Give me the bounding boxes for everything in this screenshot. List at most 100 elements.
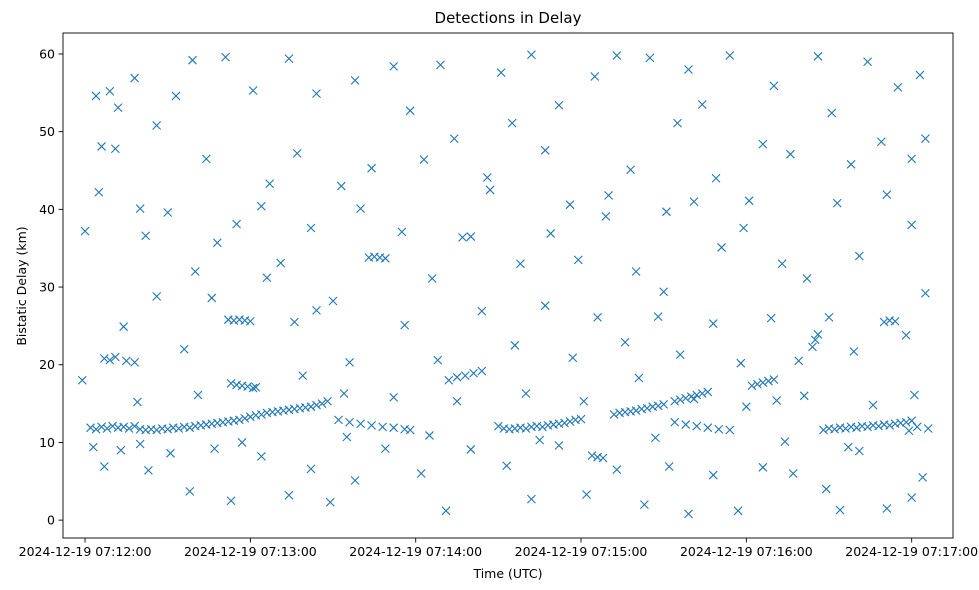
marks-layer (77, 50, 933, 519)
data-point (105, 86, 115, 96)
data-point (852, 423, 861, 433)
data-point (788, 469, 798, 478)
data-point (171, 91, 181, 101)
data-point (634, 373, 644, 383)
data-point (121, 356, 131, 366)
data-point (849, 347, 859, 356)
data-point (221, 52, 230, 62)
data-point (441, 506, 451, 516)
data-point (496, 68, 506, 78)
data-point (893, 82, 903, 92)
data-point (758, 378, 768, 388)
data-point (97, 142, 106, 151)
data-point (433, 355, 443, 365)
data-point (312, 305, 321, 315)
data-point (133, 397, 142, 407)
data-point (427, 274, 437, 283)
data-point (703, 387, 713, 397)
data-point (733, 506, 743, 516)
x-tick-label: 2024-12-19 07:16:00 (680, 544, 813, 559)
data-point (604, 190, 613, 200)
data-point (378, 422, 388, 432)
data-point (725, 51, 735, 60)
data-point (535, 435, 545, 445)
data-point (739, 223, 748, 233)
data-point (389, 423, 399, 433)
data-point (80, 226, 90, 236)
data-point (918, 473, 928, 482)
data-point (684, 65, 693, 74)
data-point (323, 396, 332, 406)
data-point (882, 190, 892, 199)
data-point (907, 220, 917, 230)
data-point (675, 395, 685, 405)
data-point (921, 288, 930, 298)
data-point (763, 376, 773, 386)
data-point (350, 476, 360, 485)
data-point (174, 424, 184, 433)
data-point (350, 76, 360, 85)
data-point (904, 426, 914, 436)
data-point (124, 424, 134, 433)
data-point (477, 306, 487, 316)
data-point (662, 207, 671, 217)
data-point (144, 466, 153, 475)
data-point (612, 465, 622, 475)
data-point (587, 451, 597, 461)
data-point (449, 134, 459, 144)
data-point (166, 448, 175, 458)
data-point (342, 432, 352, 442)
data-point (135, 439, 145, 449)
data-point (609, 410, 619, 419)
data-point (664, 462, 674, 471)
data-point (538, 422, 547, 432)
data-point (794, 356, 804, 366)
data-point (780, 437, 790, 447)
data-point (334, 415, 343, 425)
data-point (824, 312, 834, 322)
data-point (912, 422, 922, 432)
data-point (466, 445, 476, 454)
data-point (601, 211, 611, 221)
data-point (317, 399, 327, 408)
data-point (901, 417, 911, 427)
data-point (711, 173, 721, 183)
data-point (819, 425, 828, 435)
data-point (356, 419, 365, 429)
x-tick-label: 2024-12-19 07:12:00 (19, 544, 152, 559)
data-point (345, 358, 354, 367)
data-point (752, 379, 762, 389)
data-point (110, 144, 120, 154)
data-point (907, 493, 917, 502)
data-point (554, 441, 564, 450)
data-point (651, 433, 660, 443)
data-point (237, 438, 247, 447)
data-point (405, 425, 415, 435)
data-point (298, 371, 308, 381)
data-point (832, 198, 842, 208)
chart-title: Detections in Delay (435, 9, 582, 27)
data-point (901, 330, 911, 340)
data-point (97, 422, 106, 432)
data-point (339, 389, 349, 398)
data-point (846, 159, 856, 169)
data-point (119, 422, 129, 432)
data-point (843, 442, 853, 452)
data-point (105, 355, 115, 365)
data-point (769, 81, 779, 91)
data-point (769, 375, 779, 384)
data-point (659, 287, 669, 297)
data-point (576, 414, 586, 424)
x-axis-label: Time (UTC) (472, 566, 542, 581)
data-point (631, 267, 641, 276)
data-point (854, 251, 864, 261)
data-point (232, 219, 241, 229)
data-point (436, 60, 445, 70)
data-point (642, 403, 652, 413)
data-point (692, 421, 702, 431)
data-point (185, 423, 195, 433)
data-point (744, 196, 754, 206)
data-point (458, 232, 467, 242)
